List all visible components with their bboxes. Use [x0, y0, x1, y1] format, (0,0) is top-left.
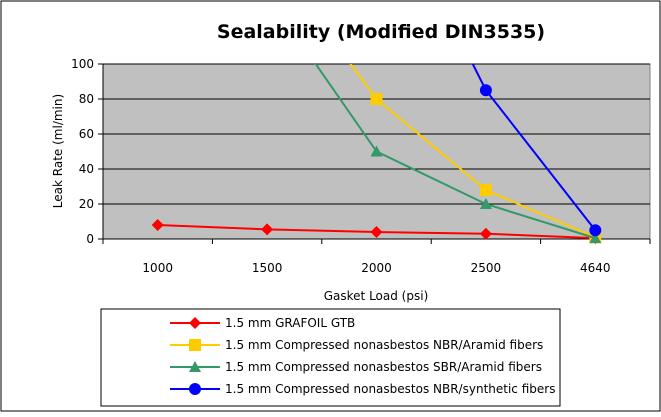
data-point: [589, 224, 602, 237]
y-tick-label: 0: [86, 232, 94, 246]
x-tick-label: 1500: [252, 261, 283, 275]
legend-item: 1.5 mm GRAFOIL GTB: [170, 316, 355, 330]
y-tick-label: 80: [79, 92, 94, 106]
data-point: [151, 219, 164, 231]
y-tick-label: 40: [79, 162, 94, 176]
data-point: [589, 232, 602, 244]
legend-label: 1.5 mm Compressed nonasbestos NBR/synthe…: [225, 382, 555, 396]
data-point: [370, 145, 383, 157]
legend-item: 1.5 mm Compressed nonasbestos NBR/Aramid…: [170, 338, 543, 352]
x-tick-label: 1000: [142, 261, 173, 275]
series-4: [471, 64, 602, 237]
legend-marker: [189, 383, 201, 395]
series-layer: [151, 64, 602, 245]
data-point: [261, 223, 274, 236]
data-point: [370, 226, 383, 238]
data-point: [479, 198, 492, 209]
data-point: [370, 93, 383, 105]
legend-item: 1.5 mm Compressed nonasbestos SBR/Aramid…: [170, 360, 542, 374]
legend-marker: [189, 339, 201, 351]
data-point: [479, 184, 492, 196]
x-tick-label: 4640: [580, 261, 611, 275]
legend-marker: [189, 317, 201, 329]
axes: 0 20 40 60 80 100 1000 1500 2000 2500 4640: [71, 57, 651, 275]
y-tick-label: 60: [79, 127, 94, 141]
series-line: [349, 64, 596, 239]
legend-marker: [189, 361, 201, 372]
data-point: [479, 84, 492, 97]
x-tick-label: 2500: [471, 261, 502, 275]
y-tick-label: 20: [79, 197, 94, 211]
x-axis-label: Gasket Load (psi): [324, 289, 429, 303]
y-axis-label: Leak Rate (ml/min): [51, 94, 65, 208]
series-line: [314, 64, 596, 240]
x-tick-label: 2000: [361, 261, 392, 275]
y-tick-label: 100: [71, 57, 94, 71]
data-point: [479, 227, 492, 240]
series-3: [314, 64, 602, 244]
legend-item: 1.5 mm Compressed nonasbestos NBR/synthe…: [170, 382, 555, 396]
legend-label: 1.5 mm Compressed nonasbestos SBR/Aramid…: [225, 360, 542, 374]
legend-label: 1.5 mm Compressed nonasbestos NBR/Aramid…: [225, 338, 543, 352]
chart-title: Sealability (Modified DIN3535): [217, 21, 545, 43]
legend: 1.5 mm GRAFOIL GTB 1.5 mm Compressed nona…: [170, 316, 555, 396]
legend-label: 1.5 mm GRAFOIL GTB: [225, 316, 355, 330]
